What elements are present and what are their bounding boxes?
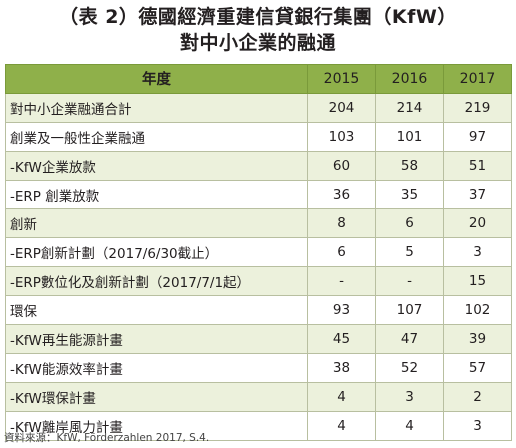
cell-value: 39 xyxy=(443,324,512,354)
table-row: -KfW環保計畫 4 3 2 xyxy=(5,381,512,412)
row-label: -KfW企業放款 xyxy=(5,150,308,181)
table-title-line-1: （表 2）德國經濟重建信貸銀行集團（KfW） xyxy=(59,6,457,28)
cell-value: 93 xyxy=(307,295,376,326)
cell-value: 4 xyxy=(375,410,444,441)
row-label: -ERP創新計劃（2017/6/30截止） xyxy=(5,237,308,268)
cell-value: - xyxy=(375,266,444,297)
table-row: -KfW企業放款 60 58 51 xyxy=(5,150,512,181)
cell-value: 4 xyxy=(307,381,376,412)
header-year-2016: 2016 xyxy=(375,64,444,94)
row-label: 創業及一般性企業融通 xyxy=(5,121,308,152)
table-row: -ERP 創業放款 36 35 37 xyxy=(5,179,512,210)
cell-value: 38 xyxy=(307,352,376,383)
header-year-2015: 2015 xyxy=(307,64,376,94)
cell-value: 204 xyxy=(307,92,376,123)
cell-value: 219 xyxy=(443,92,512,123)
cell-value: 47 xyxy=(375,324,444,354)
cell-value: 102 xyxy=(443,295,512,326)
cell-value: 52 xyxy=(375,352,444,383)
row-label: -ERP數位化及創新計劃（2017/7/1起） xyxy=(5,266,308,297)
table-row: 對中小企業融通合計 204 214 219 xyxy=(5,92,512,123)
row-label: -KfW再生能源計畫 xyxy=(5,324,308,354)
sme-financing-table: 年度 2015 2016 2017 對中小企業融通合計 204 214 219 … xyxy=(5,64,512,441)
data-table-container: 年度 2015 2016 2017 對中小企業融通合計 204 214 219 … xyxy=(5,64,512,441)
cell-value: 58 xyxy=(375,150,444,181)
cell-value: 107 xyxy=(375,295,444,326)
row-label: -ERP 創業放款 xyxy=(5,179,308,210)
cell-value: 4 xyxy=(307,410,376,441)
cell-value: 15 xyxy=(443,266,512,297)
cell-value: 2 xyxy=(443,381,512,412)
header-row: 年度 2015 2016 2017 xyxy=(5,64,512,94)
row-label: -KfW環保計畫 xyxy=(5,381,308,412)
table-body: 對中小企業融通合計 204 214 219 創業及一般性企業融通 103 101… xyxy=(5,92,512,441)
table-row: -ERP創新計劃（2017/6/30截止） 6 5 3 xyxy=(5,237,512,268)
cell-value: 6 xyxy=(375,208,444,239)
cell-value: 37 xyxy=(443,179,512,210)
cell-value: 45 xyxy=(307,324,376,354)
cell-value: 35 xyxy=(375,179,444,210)
row-label: -KfW離岸風力計畫 xyxy=(5,410,308,441)
table-row: -ERP數位化及創新計劃（2017/7/1起） - - 15 xyxy=(5,266,512,297)
cell-value: 8 xyxy=(307,208,376,239)
cell-value: 60 xyxy=(307,150,376,181)
cell-value: 214 xyxy=(375,92,444,123)
row-label: 創新 xyxy=(5,208,308,239)
table-row: 環保 93 107 102 xyxy=(5,295,512,326)
header-year-label: 年度 xyxy=(5,64,308,94)
cell-value: 5 xyxy=(375,237,444,268)
row-label: 對中小企業融通合計 xyxy=(5,92,308,123)
cell-value: 3 xyxy=(443,410,512,441)
table-title: （表 2）德國經濟重建信貸銀行集團（KfW） 對中小企業的融通 xyxy=(0,4,516,56)
source-note: 資料來源：KfW, Förderzahlen 2017, S.4. xyxy=(4,432,210,444)
cell-value: 20 xyxy=(443,208,512,239)
cell-value: 3 xyxy=(375,381,444,412)
table-row: -KfW再生能源計畫 45 47 39 xyxy=(5,324,512,354)
table-row: -KfW能源效率計畫 38 52 57 xyxy=(5,352,512,383)
table-row: 創業及一般性企業融通 103 101 97 xyxy=(5,121,512,152)
row-label: 環保 xyxy=(5,295,308,326)
table-row: -KfW離岸風力計畫 4 4 3 xyxy=(5,410,512,441)
cell-value: 97 xyxy=(443,121,512,152)
header-year-2017: 2017 xyxy=(443,64,512,94)
table-title-line-2: 對中小企業的融通 xyxy=(179,32,336,54)
cell-value: 36 xyxy=(307,179,376,210)
cell-value: 6 xyxy=(307,237,376,268)
cell-value: 103 xyxy=(307,121,376,152)
cell-value: 101 xyxy=(375,121,444,152)
cell-value: - xyxy=(307,266,376,297)
cell-value: 51 xyxy=(443,150,512,181)
cell-value: 3 xyxy=(443,237,512,268)
table-row: 創新 8 6 20 xyxy=(5,208,512,239)
cell-value: 57 xyxy=(443,352,512,383)
row-label: -KfW能源效率計畫 xyxy=(5,352,308,383)
